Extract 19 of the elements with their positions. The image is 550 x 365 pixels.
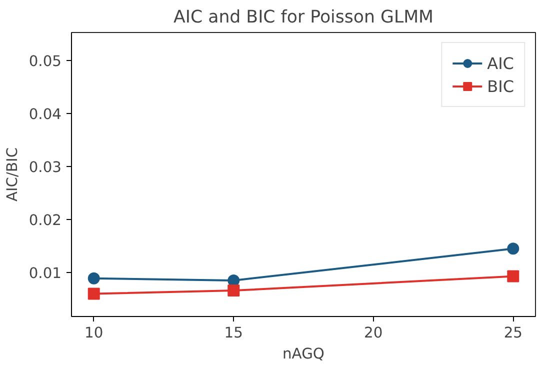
y-tick-label: 0.02 <box>28 212 62 230</box>
legend-label: AIC <box>487 54 514 72</box>
point <box>88 288 100 300</box>
x-tick-label: 15 <box>224 324 243 342</box>
x-axis-title: nAGQ <box>282 346 324 362</box>
y-axis-title: AIC/BIC <box>4 147 21 202</box>
point <box>507 270 520 282</box>
y-tick-label: 0.04 <box>28 106 62 124</box>
y-tick-label: 0.05 <box>28 53 62 70</box>
y-tick-label: 0.03 <box>28 159 62 176</box>
point <box>228 284 240 297</box>
x-tick-label: 10 <box>84 324 104 342</box>
x-tick-label: 20 <box>364 324 383 342</box>
x-tick-label: 25 <box>504 324 522 342</box>
legend-label: BIC <box>487 76 514 96</box>
point <box>88 272 100 284</box>
chart-title: AIC and BIC for Poisson GLMM <box>174 8 434 28</box>
y-tick-label: 0.01 <box>28 265 62 282</box>
point <box>507 242 520 255</box>
